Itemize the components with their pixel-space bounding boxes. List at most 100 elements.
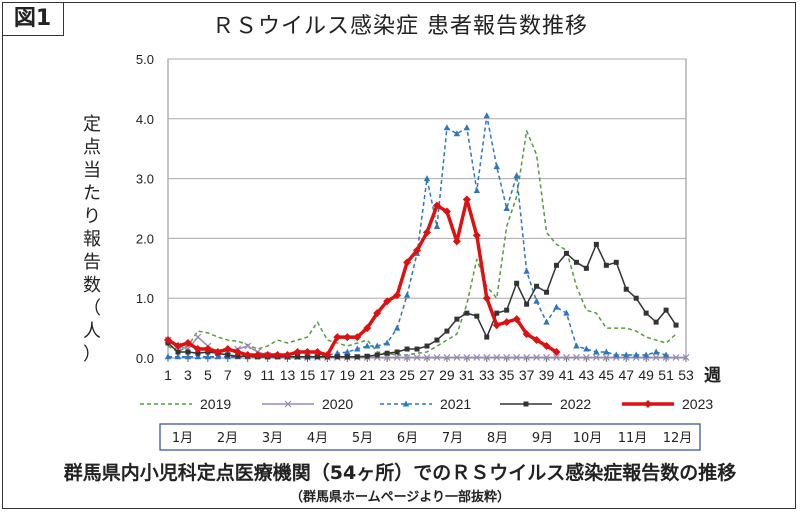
chart-title: ＲＳウイルス感染症 患者報告数推移 <box>212 14 588 39</box>
data-point <box>563 353 570 361</box>
data-point <box>493 353 501 361</box>
x-tick-label: 53 <box>678 367 694 383</box>
data-point <box>682 353 690 361</box>
y-tick-label: 5.0 <box>136 52 154 67</box>
data-point <box>484 334 490 340</box>
data-point <box>542 342 551 351</box>
month-label: 1月 <box>172 431 193 446</box>
data-point <box>344 354 350 360</box>
data-point <box>334 349 341 356</box>
x-axis-unit: 週 <box>704 366 721 386</box>
series-line-2022 <box>167 243 677 358</box>
x-tick-label: 23 <box>379 367 395 383</box>
y-tick-label: 2.0 <box>136 231 154 246</box>
month-label: 11月 <box>618 431 648 446</box>
data-point <box>482 294 491 303</box>
data-point <box>283 351 292 360</box>
x-tick-label: 49 <box>638 367 654 383</box>
data-point <box>563 309 570 316</box>
x-tick-label: 15 <box>300 367 316 383</box>
data-point <box>602 353 610 361</box>
data-point <box>374 352 380 358</box>
data-point <box>233 348 242 357</box>
data-point <box>423 228 431 237</box>
data-point <box>284 400 292 408</box>
data-point <box>632 351 640 358</box>
data-point <box>643 310 649 316</box>
data-point <box>432 201 441 210</box>
x-tick-label: 41 <box>559 367 575 383</box>
x-tick-label: 19 <box>340 367 356 383</box>
data-point <box>423 175 431 182</box>
data-point <box>652 348 660 355</box>
data-point <box>553 303 560 310</box>
data-point <box>343 333 352 342</box>
month-label: 12月 <box>663 431 693 446</box>
data-point <box>383 297 392 306</box>
x-tick-label: 7 <box>224 367 232 383</box>
data-point <box>164 336 172 345</box>
month-label: 4月 <box>307 431 328 446</box>
data-point <box>403 291 411 298</box>
data-point <box>434 337 440 343</box>
y-tick-label: 1.0 <box>136 291 154 306</box>
data-point <box>662 351 670 358</box>
data-point <box>353 333 362 342</box>
data-point <box>642 351 650 358</box>
x-tick-label: 3 <box>184 367 192 383</box>
data-point <box>393 291 402 300</box>
x-tick-label: 17 <box>320 367 336 383</box>
data-point <box>623 286 629 292</box>
data-point <box>243 351 252 360</box>
data-point <box>383 339 391 346</box>
data-point <box>384 350 390 356</box>
data-point <box>513 353 521 361</box>
data-point <box>613 259 619 265</box>
x-tick-label: 37 <box>519 367 535 383</box>
data-point <box>533 297 540 304</box>
data-point <box>552 348 561 357</box>
data-point <box>494 310 500 316</box>
data-point <box>603 348 610 355</box>
data-point <box>424 343 430 349</box>
figure-label: 図1 <box>2 2 64 36</box>
legend-label-2022: 2022 <box>560 396 591 412</box>
data-point <box>603 262 609 268</box>
plot-area <box>167 58 687 359</box>
series-line-2019 <box>167 130 677 356</box>
x-tick-label: 29 <box>439 367 455 383</box>
data-point <box>613 351 620 358</box>
data-point <box>194 333 202 341</box>
data-point <box>433 353 441 361</box>
data-point <box>214 353 222 360</box>
month-label: 2月 <box>217 431 238 446</box>
data-point <box>523 353 531 361</box>
data-point <box>193 345 202 354</box>
data-point <box>173 342 182 351</box>
y-tick-label: 0.0 <box>136 351 154 366</box>
x-tick-label: 33 <box>479 367 495 383</box>
month-bar <box>159 423 701 451</box>
data-point <box>544 289 550 295</box>
data-point <box>314 354 320 360</box>
data-point <box>413 353 421 361</box>
data-point <box>223 345 232 354</box>
data-point <box>463 124 471 131</box>
data-point <box>225 352 231 358</box>
data-point <box>195 350 201 356</box>
legend-label-2020: 2020 <box>322 396 353 412</box>
data-point <box>502 318 511 327</box>
data-point <box>463 353 471 361</box>
series-line-2023 <box>167 197 558 357</box>
data-point <box>522 330 531 339</box>
data-point <box>554 262 559 268</box>
data-point <box>534 283 540 289</box>
x-tick-label: 21 <box>359 367 375 383</box>
data-point <box>512 315 521 324</box>
data-point <box>402 400 410 407</box>
data-point <box>452 237 461 246</box>
data-point <box>462 195 471 204</box>
data-point <box>323 351 332 360</box>
x-tick-label: 39 <box>539 367 555 383</box>
month-label: 5月 <box>352 431 373 446</box>
